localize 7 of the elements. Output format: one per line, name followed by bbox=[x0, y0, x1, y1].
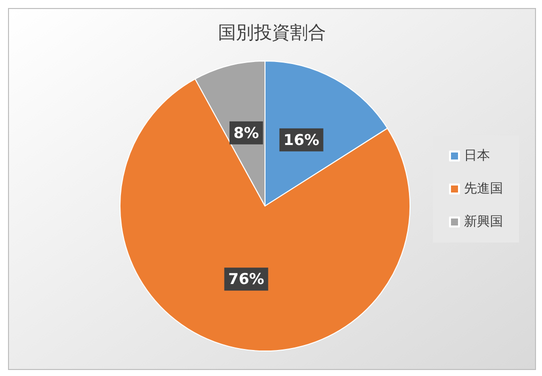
legend-label: 日本 bbox=[464, 148, 490, 164]
legend-label: 先進国 bbox=[464, 182, 503, 196]
data-label: 76% bbox=[228, 270, 264, 288]
data-label: 16% bbox=[283, 130, 320, 149]
legend-label: 新興国 bbox=[464, 214, 503, 230]
data-label: 8% bbox=[233, 124, 259, 142]
chart-title: 国別投資割合 bbox=[218, 22, 326, 44]
